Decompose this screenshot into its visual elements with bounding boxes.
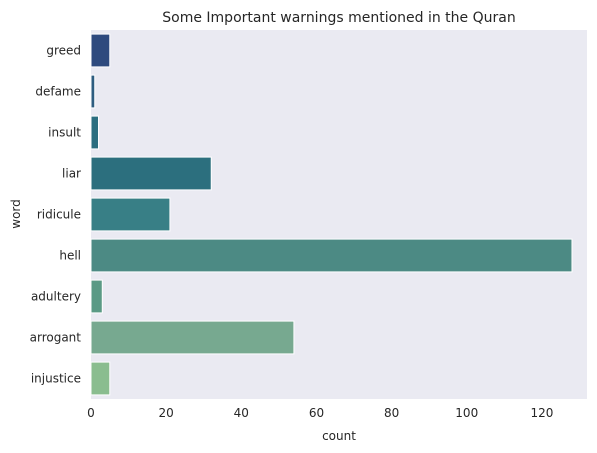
bar-adultery	[90, 279, 103, 314]
bar-insult	[90, 115, 100, 150]
x-tick-label-40: 40	[234, 406, 249, 420]
x-tick-label-100: 100	[455, 406, 478, 420]
bar-liar	[90, 156, 212, 191]
y-tick-label-hell: hell	[59, 249, 81, 263]
x-tick-label-120: 120	[530, 406, 553, 420]
y-tick-label-greed: greed	[46, 44, 81, 58]
chart-title: Some Important warnings mentioned in the…	[162, 10, 515, 26]
y-axis-label: word	[9, 199, 23, 229]
y-tick-label-defame: defame	[35, 85, 81, 99]
bar-ridicule	[90, 197, 171, 232]
x-tick-label-0: 0	[87, 406, 95, 420]
bar-injustice	[90, 361, 111, 396]
y-tick-label-liar: liar	[62, 167, 81, 181]
x-tick-label-80: 80	[384, 406, 399, 420]
bar-defame	[90, 74, 96, 109]
y-tick-label-insult: insult	[48, 126, 81, 140]
x-axis-label: count	[322, 429, 356, 443]
y-tick-label-ridicule: ridicule	[37, 208, 81, 222]
x-tick-label-60: 60	[309, 406, 324, 420]
y-tick-label-injustice: injustice	[31, 372, 81, 386]
bar-arrogant	[90, 320, 295, 355]
bar-greed	[90, 33, 111, 68]
bar-hell	[90, 238, 573, 273]
y-tick-label-adultery: adultery	[31, 290, 81, 304]
x-tick-label-20: 20	[159, 406, 174, 420]
y-tick-label-arrogant: arrogant	[30, 331, 82, 345]
